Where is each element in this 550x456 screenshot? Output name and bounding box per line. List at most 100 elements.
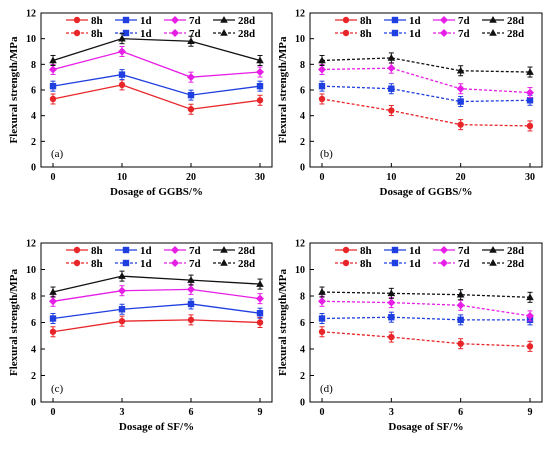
y-tick-label: 6 [300, 86, 305, 97]
x-tick-label: 3 [389, 407, 394, 418]
data-point [49, 82, 57, 90]
data-point [387, 53, 396, 61]
legend-entry: 1d [115, 15, 152, 27]
legend-label: 8h [91, 245, 103, 257]
data-point [256, 294, 264, 303]
legend-marker [73, 246, 81, 254]
data-point [118, 71, 126, 78]
legend-marker [122, 16, 130, 24]
series-7d [318, 62, 534, 99]
legend-entry: 8h [335, 28, 372, 40]
series-line [321, 67, 531, 94]
series-1d [49, 298, 264, 325]
legend-entry: 7d [164, 28, 201, 40]
data-point [526, 343, 534, 350]
data-point [49, 56, 57, 64]
series-line [52, 84, 261, 110]
x-tick-label: 30 [525, 172, 535, 183]
data-point [318, 56, 326, 64]
legend-marker [489, 16, 497, 23]
legend-label: 7d [458, 245, 470, 257]
data-point [118, 272, 126, 279]
legend-entry: 8h [335, 258, 372, 270]
data-point [318, 95, 326, 103]
series-28d [49, 270, 264, 298]
panel-label: (b) [320, 148, 333, 160]
series-1d [318, 80, 534, 108]
data-point [457, 121, 464, 128]
legend-entry: 28d [213, 258, 255, 270]
legend-entry: 28d [213, 28, 255, 40]
data-point [256, 56, 264, 64]
legend-marker [440, 29, 448, 37]
series-line [52, 288, 261, 302]
series-7d [49, 46, 264, 83]
legend-marker [122, 259, 130, 267]
data-point [187, 300, 195, 308]
legend-label: 7d [189, 28, 201, 40]
legend-label: 7d [189, 15, 201, 27]
series-28d [49, 33, 264, 66]
data-point [187, 285, 195, 294]
x-tick-label: 20 [456, 172, 466, 183]
data-point [387, 289, 396, 297]
data-point [49, 315, 57, 322]
legend-entry: 7d [433, 258, 470, 270]
legend-entry: 1d [115, 245, 152, 257]
x-axis-label: Dosage of GGBS/% [110, 186, 203, 198]
legend-marker [171, 16, 179, 24]
data-point [256, 280, 264, 287]
data-point [187, 37, 195, 45]
y-tick-label: 2 [300, 137, 305, 148]
series-line [52, 275, 261, 293]
x-tick-label: 10 [117, 172, 127, 183]
series-7d [318, 295, 534, 322]
y-axis-label: Flexural strength/MPa [277, 268, 289, 376]
chart-panel-b: 0 2 4 6 8 10 12 0 10 20 30 Dosage of GGBS/% Flexural… [277, 9, 543, 198]
legend-marker [342, 16, 350, 24]
series-line [321, 300, 531, 317]
y-axis-label: Flexural strength/MPa [277, 36, 289, 144]
legend-marker [220, 16, 228, 23]
data-point [118, 47, 126, 56]
legend-entry: 1d [384, 258, 421, 270]
legend-label: 28d [507, 28, 524, 40]
panel-label: (c) [51, 383, 64, 395]
data-point [49, 65, 57, 74]
legend-label: 28d [238, 28, 255, 40]
series-28d [318, 286, 534, 303]
data-point [49, 297, 57, 306]
legend-entry: 1d [384, 245, 421, 257]
legend-marker [342, 246, 350, 254]
data-point [388, 107, 395, 114]
legend-marker [171, 259, 179, 267]
legend-label: 8h [360, 245, 372, 257]
series-28d [318, 52, 534, 78]
data-point [526, 311, 534, 320]
data-point [388, 85, 395, 92]
y-tick-label: 8 [300, 60, 305, 71]
legend-marker [220, 246, 228, 253]
legend-label: 28d [238, 258, 255, 270]
legend-marker [391, 16, 399, 24]
y-tick-label: 8 [31, 292, 36, 303]
legend-label: 7d [458, 258, 470, 270]
y-tick-label: 0 [31, 163, 36, 174]
legend-marker [440, 246, 448, 254]
y-tick-label: 0 [300, 398, 305, 409]
data-point [118, 317, 126, 325]
data-point [526, 88, 534, 97]
legend-marker [220, 29, 228, 36]
legend-marker [391, 259, 399, 267]
data-point [456, 301, 465, 310]
legend-marker [391, 29, 399, 37]
legend-entry: 7d [164, 258, 201, 270]
data-point [256, 319, 264, 326]
series-8h [318, 326, 534, 352]
data-point [318, 315, 326, 322]
x-axis-label: Dosage of SF/% [388, 421, 463, 433]
legend-entry: 7d [433, 28, 470, 40]
legend-marker [391, 246, 399, 254]
y-tick-label: 4 [31, 345, 36, 356]
